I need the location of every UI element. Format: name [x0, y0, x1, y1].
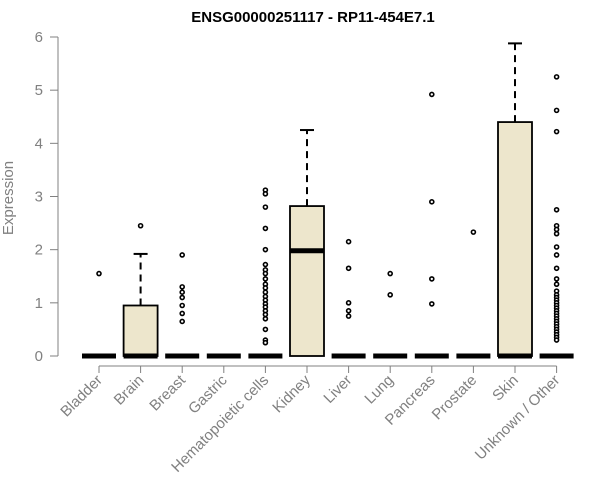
outlier-point [553, 107, 560, 114]
outlier-point [553, 252, 560, 258]
x-category-label: Lung [361, 372, 397, 408]
outlier-point [553, 74, 560, 80]
outlier-point [179, 318, 185, 325]
box-rect [497, 121, 533, 357]
outlier-point [262, 276, 269, 282]
outlier-point [553, 128, 560, 135]
y-tick-label: 1 [35, 295, 43, 312]
box-rect [289, 205, 325, 357]
box-brain [122, 222, 159, 359]
outlier-point [262, 270, 269, 277]
outlier-point [553, 281, 560, 288]
outlier-point [179, 310, 185, 317]
outlier-point [470, 229, 477, 235]
outlier-point [553, 226, 560, 233]
x-category-label: Bladder [57, 372, 106, 421]
outlier-point [387, 270, 394, 277]
y-tick-label: 0 [35, 348, 43, 365]
outlier-point [345, 300, 352, 306]
box-kidney [289, 129, 325, 357]
outlier-point [262, 246, 269, 253]
box-pancreas [414, 91, 449, 359]
outlier-point [345, 313, 352, 319]
outlier-point [262, 261, 269, 268]
outlier-point [262, 225, 269, 232]
outlier-point [428, 301, 435, 307]
outlier-point [553, 265, 560, 272]
outlier-point [345, 238, 352, 245]
outlier-point [262, 285, 269, 291]
outlier-point [262, 289, 269, 296]
outlier-point [262, 315, 269, 322]
x-category-label: Brain [111, 372, 148, 409]
y-axis: 0 1 2 3 4 5 6 [35, 29, 59, 365]
outlier-point [387, 292, 394, 298]
outlier-point [345, 308, 352, 314]
box-prostate [456, 229, 491, 359]
outlier-point [96, 270, 102, 277]
outlier-point [345, 265, 352, 272]
box-bladder [82, 270, 116, 359]
outlier-point [179, 289, 185, 296]
outlier-point [553, 276, 560, 282]
outlier-point [553, 337, 560, 343]
outlier-point [262, 204, 269, 210]
outlier-point [179, 284, 185, 290]
box-lung [373, 270, 408, 359]
y-tick-label: 4 [35, 135, 43, 152]
box-rect [122, 304, 159, 357]
outlier-point [179, 302, 185, 309]
box-skin [497, 42, 533, 359]
outlier-point [262, 311, 269, 318]
y-tick-label: 3 [35, 189, 43, 206]
box-liver [331, 238, 366, 359]
outlier-point [262, 191, 269, 197]
box-breast [165, 252, 200, 359]
x-category-label: Liver [320, 372, 355, 407]
chart-title: ENSG00000251117 - RP11-454E7.1 [191, 9, 435, 26]
outlier-point [179, 252, 185, 258]
x-category-label: Kidney [269, 371, 314, 416]
outlier-point [179, 294, 185, 301]
outlier-point [262, 339, 269, 346]
y-tick-label: 5 [35, 82, 43, 99]
outlier-point [428, 276, 435, 282]
x-category-label: Prostate [429, 372, 481, 424]
boxes-group [82, 42, 574, 359]
outlier-point [553, 244, 560, 250]
y-axis-title: Expression [0, 161, 17, 235]
y-tick-label: 6 [35, 29, 43, 46]
x-category-label: Skin [489, 372, 522, 405]
outlier-point [428, 199, 435, 205]
y-tick-label: 2 [35, 242, 43, 259]
outlier-point [428, 91, 435, 98]
outlier-point [137, 222, 144, 229]
outlier-point [553, 206, 560, 213]
box-hematopoietic-cells [248, 187, 283, 359]
outlier-point [262, 326, 269, 333]
outlier-point [553, 230, 560, 237]
x-category-label: Breast [146, 371, 189, 414]
box-unknown-other [539, 74, 574, 359]
